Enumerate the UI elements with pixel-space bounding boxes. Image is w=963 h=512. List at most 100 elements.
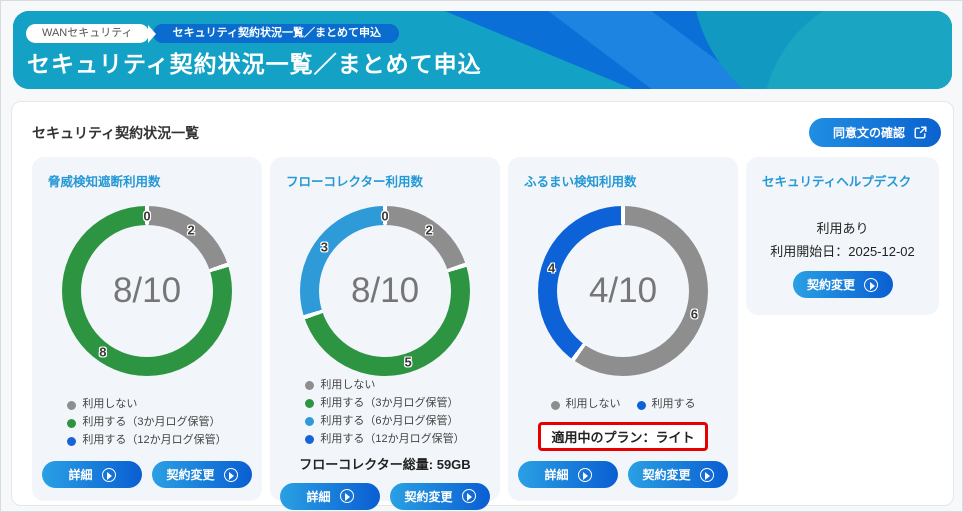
detail-button-label: 詳細 <box>544 468 569 482</box>
consent-document-button[interactable]: 同意文の確認 <box>808 118 941 147</box>
legend: 利用しない 利用する（3か月ログ保管） 利用する（6か月ログ保管） 利用する（1… <box>305 376 465 450</box>
donut-center-value: 8/10 <box>112 271 182 310</box>
play-icon <box>339 489 354 504</box>
segment-value-label: 2 <box>425 222 433 238</box>
change-contract-button[interactable]: 契約変更 <box>390 482 490 510</box>
card-buttons: 詳細 契約変更 <box>518 461 728 488</box>
change-contract-button-label: 契約変更 <box>806 278 855 292</box>
breadcrumb: WANセキュリティ セキュリティ契約状況一覧／まとめて申込 <box>26 24 399 43</box>
legend-dot <box>636 400 646 410</box>
change-contract-button[interactable]: 契約変更 <box>628 461 728 488</box>
segment-value-label: 5 <box>404 354 412 370</box>
card-title: ふるまい検知利用数 <box>524 175 637 189</box>
page-header: WANセキュリティ セキュリティ契約状況一覧／まとめて申込 セキュリティ契約状況… <box>13 11 952 89</box>
legend-label: 利用する（3か月ログ保管） <box>82 416 221 429</box>
legend-label: 利用する（12か月ログ保管） <box>320 432 465 445</box>
play-icon <box>461 489 476 504</box>
breadcrumb-item-current: セキュリティ契約状況一覧／まとめて申込 <box>152 24 399 43</box>
usage-status-text: 利用あり <box>816 221 869 236</box>
legend-label: 利用する <box>651 398 696 411</box>
card-title: フローコレクター利用数 <box>286 175 424 189</box>
legend-item: 利用する（12か月ログ保管） <box>305 432 465 448</box>
segment-value-label: 0 <box>381 208 389 224</box>
card-bottom: 利用しない 利用する（3か月ログ保管） 利用する（12か月ログ保管） 詳細 契約… <box>42 395 252 488</box>
donut-center-value: 8/10 <box>350 271 420 310</box>
legend-label: 利用しない <box>565 398 621 411</box>
donut-hole <box>81 225 213 357</box>
detail-button[interactable]: 詳細 <box>280 482 380 510</box>
legend-item: 利用しない <box>550 397 621 413</box>
segment-value-label: 4 <box>548 260 556 276</box>
legend-dot <box>67 418 77 428</box>
legend-dot <box>550 400 560 410</box>
donut-center-value: 4/10 <box>588 271 658 310</box>
legend-item: 利用する（6か月ログ保管） <box>305 414 464 430</box>
play-icon <box>699 467 714 482</box>
card-buttons: 詳細 契約変更 <box>42 461 252 488</box>
card-buttons: 詳細 契約変更 <box>280 482 490 510</box>
detail-button-label: 詳細 <box>306 489 331 504</box>
segment-value-label: 3 <box>320 239 328 255</box>
card-threat-detection: 脅威検知遮断利用数 8/10 2 8 0 利用しない 利用する（3か月ログ保管） 利… <box>32 157 262 501</box>
detail-button[interactable]: 詳細 <box>518 461 618 488</box>
legend-dot <box>305 381 315 391</box>
card-buttons: 契約変更 <box>792 271 893 298</box>
current-plan-highlight-box: 適用中のプラン：ライト <box>538 422 708 451</box>
cards-row: 脅威検知遮断利用数 8/10 2 8 0 利用しない 利用する（3か月ログ保管） 利… <box>12 155 953 510</box>
legend-dot <box>305 399 315 409</box>
flow-collector-total: フローコレクター総量: 59GB <box>299 456 471 472</box>
change-contract-button-label: 契約変更 <box>404 489 453 504</box>
segment-value-label: 6 <box>690 306 698 322</box>
card-bottom: 利用しない 利用する 適用中のプラン：ライト 詳細 契約変更 <box>518 397 728 488</box>
page-title: セキュリティ契約状況一覧／まとめて申込 <box>27 51 482 77</box>
external-link-icon <box>914 126 927 139</box>
legend: 利用しない 利用する <box>550 397 696 413</box>
legend-item: 利用しない <box>305 378 464 394</box>
legend-dot <box>67 436 77 446</box>
legend-label: 利用する（6か月ログ保管） <box>320 414 459 427</box>
legend-label: 利用しない <box>82 398 138 411</box>
help-desk-status: 利用あり 利用開始日：2025-12-02 <box>770 218 915 264</box>
card-title: セキュリティヘルプデスク <box>762 175 912 189</box>
consent-button-label: 同意文の確認 <box>832 126 905 140</box>
card-bottom: 利用しない 利用する（3か月ログ保管） 利用する（6か月ログ保管） 利用する（1… <box>280 376 490 510</box>
legend-item: 利用する（3か月ログ保管） <box>67 415 226 431</box>
legend-dot <box>305 435 315 445</box>
legend-label: 利用する（12か月ログ保管） <box>82 434 227 447</box>
play-icon <box>223 467 238 482</box>
donut-hole <box>557 225 689 357</box>
play-icon <box>864 277 878 292</box>
play-icon <box>101 467 116 482</box>
current-plan-label: 適用中のプラン：ライト <box>551 430 695 445</box>
breadcrumb-item-wan-security[interactable]: WANセキュリティ <box>26 24 149 43</box>
card-behavior-detection: ふるまい検知利用数 4/10 6 4 利用しない 利用する 適用中のプラン：ライト <box>508 157 738 501</box>
legend-label: 利用する（3か月ログ保管） <box>320 396 459 409</box>
change-contract-button-label: 契約変更 <box>642 468 691 482</box>
segment-value-label: 0 <box>143 208 151 224</box>
change-contract-button[interactable]: 契約変更 <box>792 271 893 298</box>
legend-dot <box>305 417 315 427</box>
legend-item: 利用しない <box>67 397 226 413</box>
section-header: セキュリティ契約状況一覧 同意文の確認 <box>12 102 953 155</box>
legend-label: 利用しない <box>320 379 376 391</box>
change-contract-button[interactable]: 契約変更 <box>152 461 252 488</box>
play-icon <box>577 467 592 482</box>
segment-value-label: 8 <box>99 344 107 360</box>
segment-value-label: 2 <box>187 222 195 238</box>
legend-dot <box>67 400 77 410</box>
legend-item: 利用する <box>636 397 696 413</box>
card-flow-collector: フローコレクター利用数 8/10 2 5 3 0 利用しない 利用する（3か月ログ保管… <box>270 157 500 510</box>
detail-button[interactable]: 詳細 <box>42 461 142 488</box>
behavior-detection-donut-chart: 4/10 6 4 <box>538 206 708 376</box>
card-security-help-desk: セキュリティヘルプデスク 利用あり 利用開始日：2025-12-02 契約変更 <box>746 157 939 315</box>
legend-item: 利用する（12か月ログ保管） <box>67 433 227 449</box>
detail-button-label: 詳細 <box>68 468 93 482</box>
threat-detection-donut-chart: 8/10 2 8 0 <box>62 206 232 376</box>
flow-collector-donut-chart: 8/10 2 5 3 0 <box>300 206 470 376</box>
card-title: 脅威検知遮断利用数 <box>48 175 161 189</box>
donut-hole <box>319 225 451 357</box>
usage-start-date-text: 利用開始日：2025-12-02 <box>770 243 915 259</box>
legend-item: 利用する（3か月ログ保管） <box>305 396 464 412</box>
change-contract-button-label: 契約変更 <box>166 468 215 482</box>
